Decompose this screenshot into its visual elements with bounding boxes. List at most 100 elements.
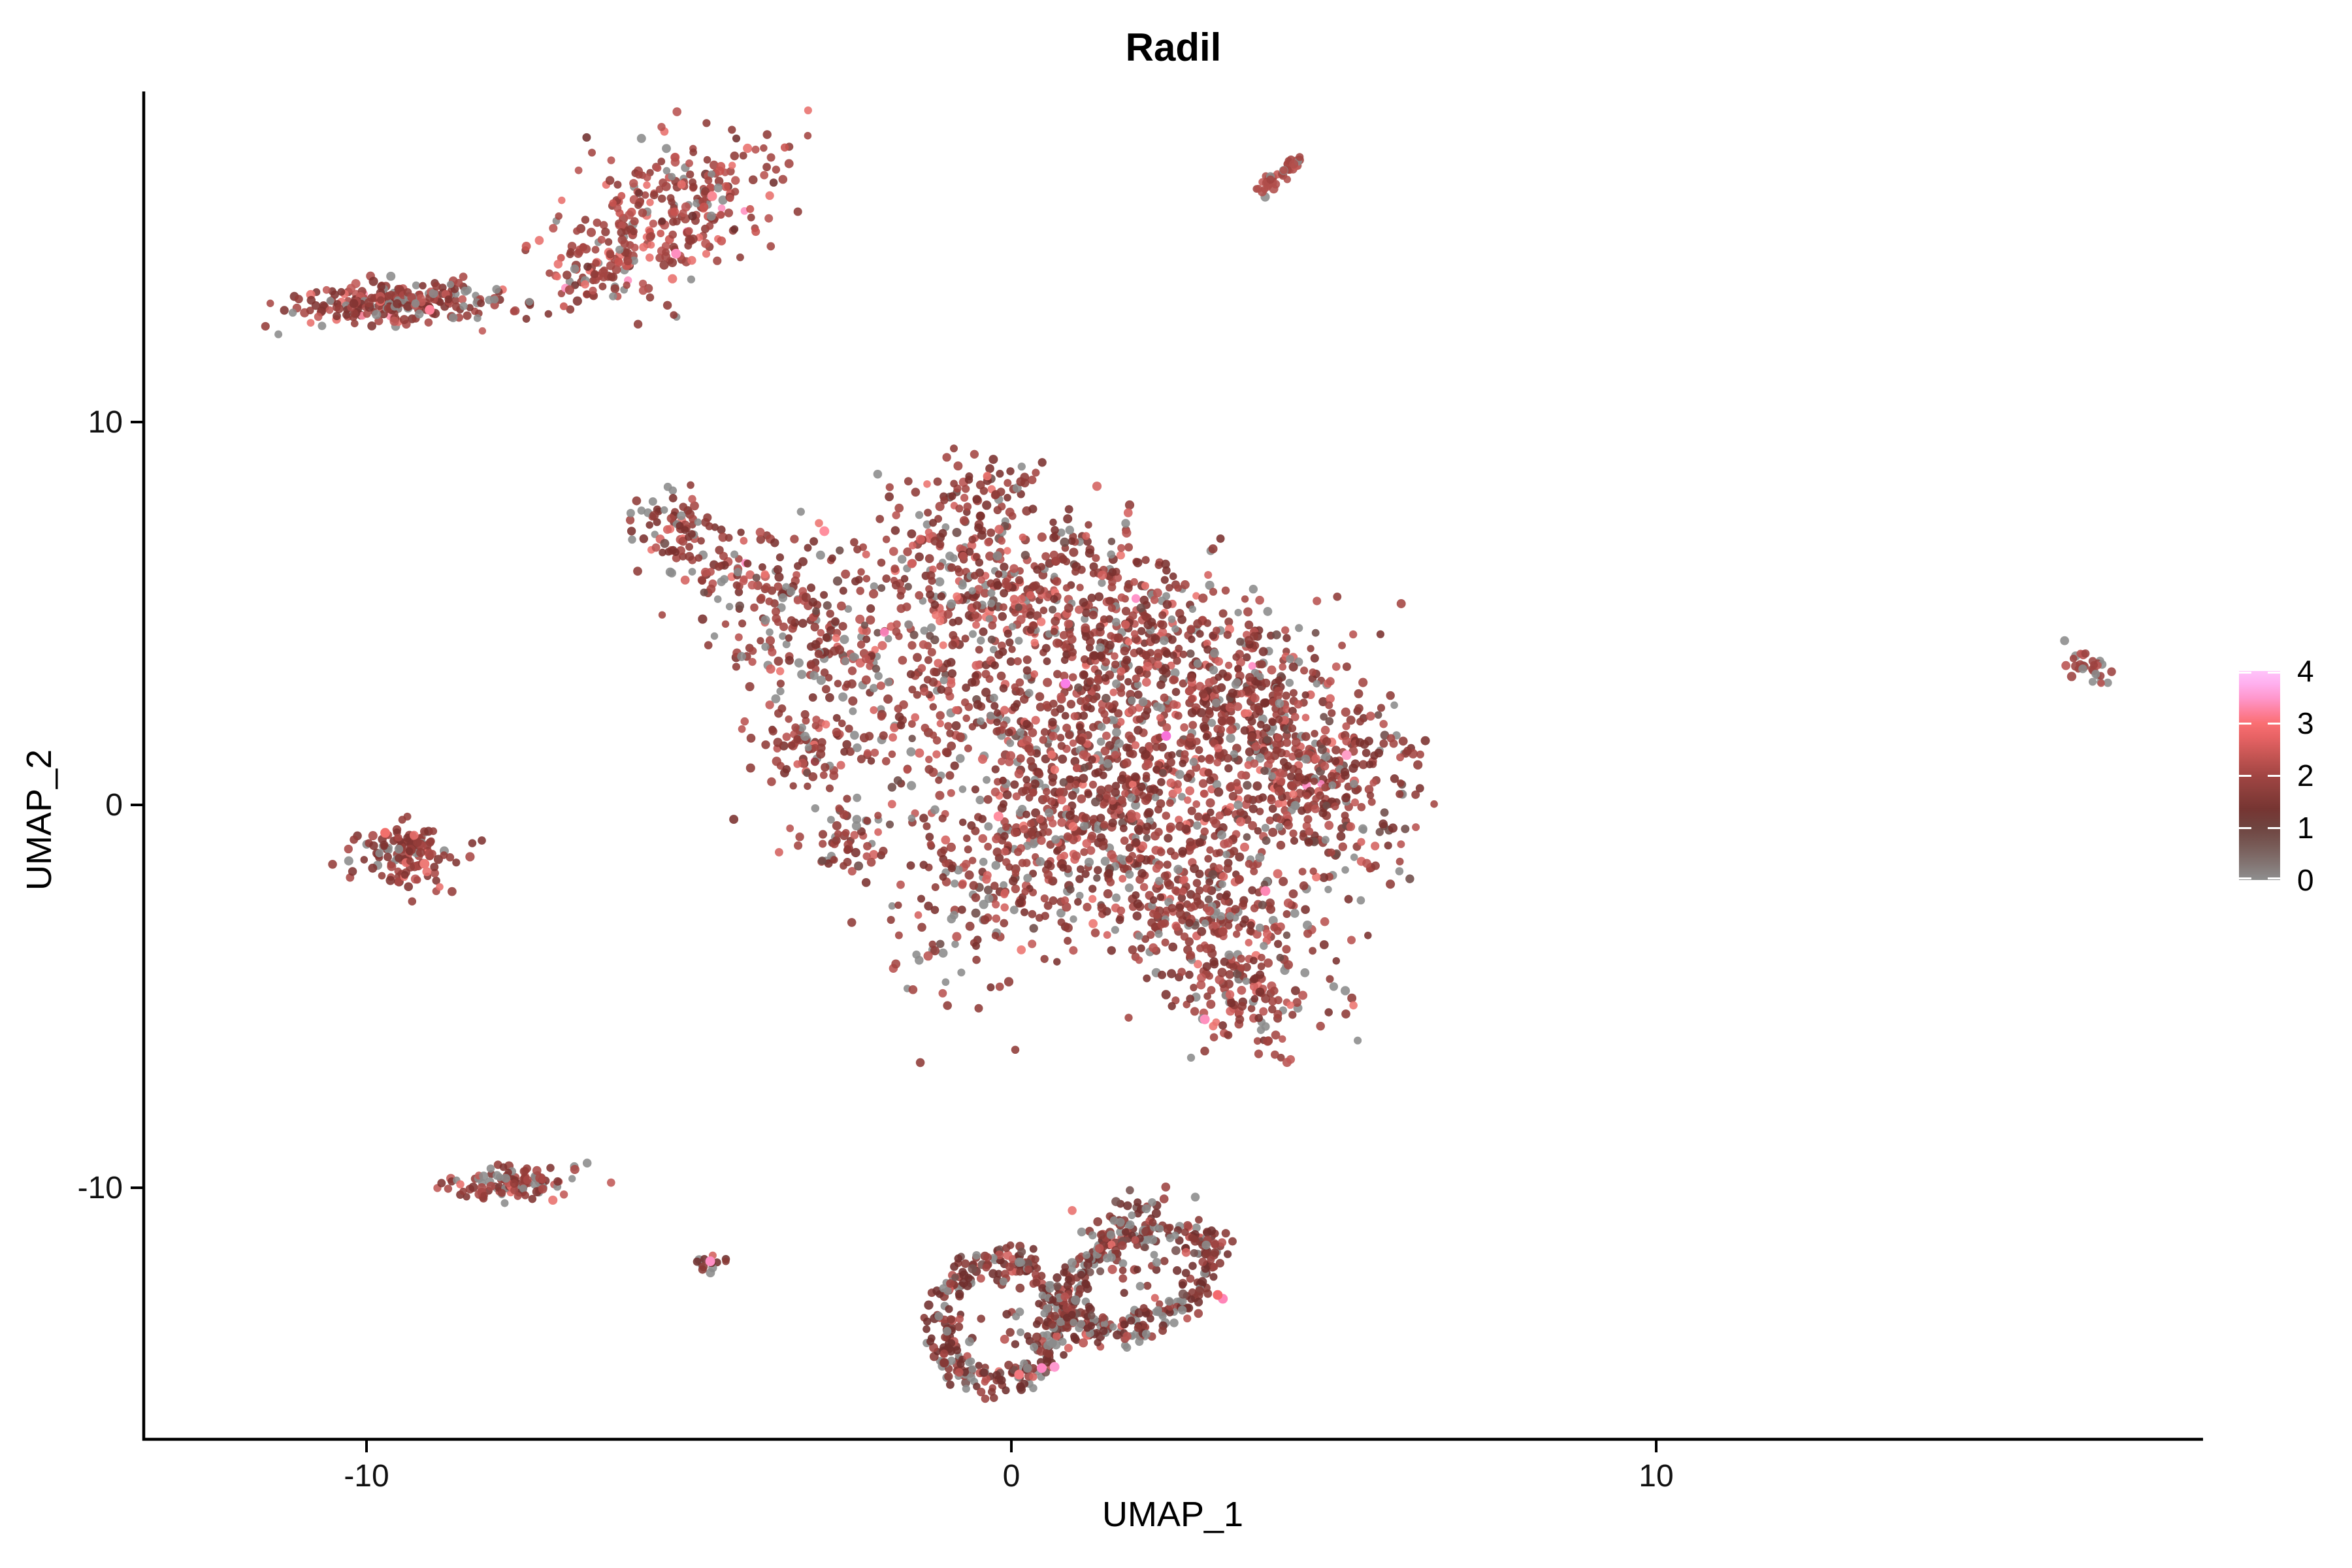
point	[1262, 929, 1272, 939]
point	[1164, 880, 1175, 890]
point	[1056, 908, 1066, 918]
point	[874, 672, 883, 680]
point	[930, 667, 939, 676]
point	[1050, 1311, 1060, 1321]
point	[477, 299, 485, 308]
point	[1341, 707, 1350, 717]
point	[1088, 894, 1097, 904]
point	[977, 531, 987, 540]
point	[1173, 864, 1183, 874]
point	[588, 148, 596, 157]
point	[791, 723, 800, 732]
point	[790, 534, 799, 544]
point	[454, 278, 463, 287]
point	[1366, 791, 1375, 800]
point	[2081, 649, 2090, 658]
point	[1255, 595, 1264, 605]
point	[1239, 900, 1247, 907]
point	[1066, 775, 1075, 783]
point	[670, 311, 678, 319]
point	[395, 854, 403, 862]
point	[762, 163, 771, 172]
point	[760, 144, 768, 152]
point	[949, 444, 958, 453]
point	[939, 1343, 948, 1352]
point	[882, 535, 890, 544]
point	[767, 777, 776, 787]
point	[1209, 648, 1219, 658]
point	[920, 687, 929, 696]
point	[840, 747, 849, 756]
point	[877, 712, 886, 721]
point	[1222, 851, 1230, 858]
point	[1166, 778, 1175, 788]
point	[923, 822, 931, 830]
point	[981, 687, 991, 697]
point	[850, 538, 858, 547]
point	[1279, 799, 1288, 808]
point	[1228, 1237, 1237, 1246]
point	[776, 679, 785, 688]
point	[994, 1269, 1003, 1278]
point	[1015, 678, 1024, 687]
point	[306, 319, 315, 327]
point	[966, 1373, 976, 1382]
point	[532, 1166, 542, 1175]
point	[1235, 1015, 1245, 1024]
point	[987, 599, 996, 608]
point	[854, 861, 864, 871]
point	[724, 208, 734, 218]
point	[951, 879, 959, 888]
point	[1159, 768, 1167, 777]
point	[983, 795, 992, 804]
point	[739, 152, 747, 160]
point	[1139, 1303, 1148, 1313]
point	[1341, 793, 1350, 803]
point	[1261, 1022, 1270, 1031]
point	[964, 744, 972, 753]
point	[1258, 187, 1267, 197]
point	[793, 760, 802, 768]
point	[955, 1322, 964, 1331]
point	[1208, 870, 1218, 879]
point	[1318, 808, 1328, 818]
point	[1227, 998, 1236, 1007]
point	[1017, 595, 1026, 603]
point	[913, 691, 921, 699]
point	[1120, 1288, 1128, 1298]
point	[477, 1183, 487, 1192]
point	[860, 621, 869, 629]
point	[649, 220, 658, 228]
point	[787, 741, 796, 749]
point	[811, 804, 820, 813]
point	[1237, 770, 1246, 779]
point	[1168, 751, 1176, 759]
point	[1245, 939, 1253, 947]
point	[660, 538, 670, 548]
point	[782, 640, 791, 649]
point	[766, 628, 774, 636]
point	[928, 940, 937, 949]
point	[1064, 505, 1073, 514]
point	[1088, 780, 1098, 789]
point	[1032, 581, 1040, 589]
point	[1354, 689, 1364, 698]
point	[907, 781, 917, 791]
point	[1088, 610, 1098, 619]
point	[841, 657, 850, 666]
point	[987, 711, 995, 720]
point	[1115, 915, 1124, 924]
point	[826, 784, 834, 792]
point	[1127, 814, 1136, 823]
point	[785, 634, 793, 642]
point	[935, 502, 945, 512]
point	[943, 686, 953, 696]
point	[1049, 1296, 1057, 1304]
point	[1236, 808, 1245, 817]
point	[786, 587, 796, 596]
point	[1101, 674, 1109, 682]
point	[1081, 813, 1090, 823]
point	[855, 576, 863, 584]
point	[1254, 1013, 1264, 1022]
point	[412, 281, 420, 289]
